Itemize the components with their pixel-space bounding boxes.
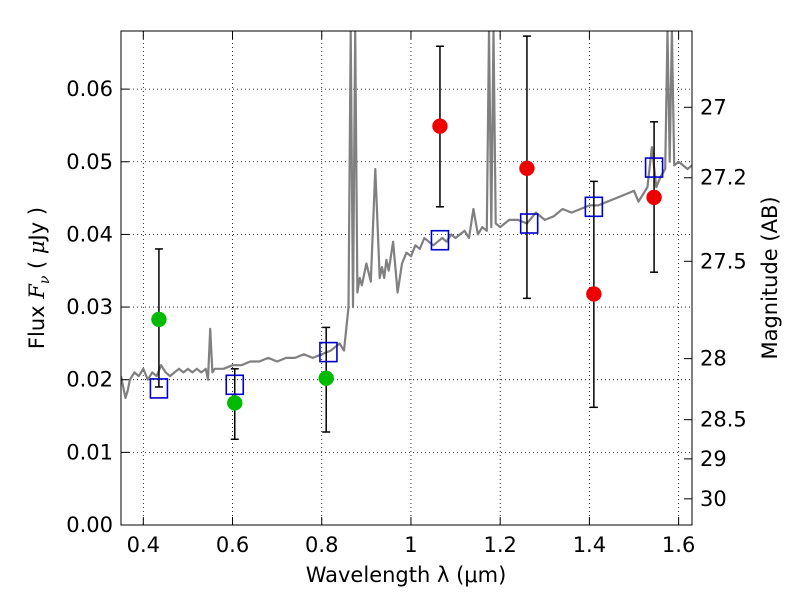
right-tick-label: 27.2 (700, 166, 747, 190)
right-tick-label: 27 (700, 95, 727, 119)
y-tick-label: 0.02 (66, 368, 113, 392)
green-data-point (318, 370, 334, 387)
y-tick-label: 0.06 (66, 77, 113, 101)
x-tick-label: 1 (404, 533, 417, 557)
right-axis-label: Magnitude (AB) (758, 196, 782, 359)
model-square-marker (519, 213, 539, 234)
x-tick-label: 0.8 (305, 533, 338, 557)
x-tick-label: 0.4 (127, 533, 160, 557)
right-tick-label: 28 (700, 347, 727, 371)
model-square-marker (584, 196, 604, 218)
right-tick-label: 27.5 (700, 249, 747, 273)
red-data-point (646, 189, 662, 206)
spectrum-line (121, 31, 692, 399)
plot-background (121, 31, 692, 525)
model-square-marker (430, 229, 450, 251)
data-point-layer (151, 118, 662, 411)
model-square-layer (149, 157, 664, 399)
red-data-point (586, 286, 602, 302)
axis-ticks: 0.4 0.6 0.8 1 1.2 1.4 1.6 0.00 0.01 0.02 0.03 0.04 0… (66, 31, 747, 557)
green-data-point (227, 395, 243, 411)
y-axis-label: Flux Fν ( μJy ) (25, 207, 53, 349)
model-square-marker (225, 374, 245, 396)
model-square-marker (149, 378, 169, 399)
x-tick-label: 1.6 (662, 533, 695, 557)
red-data-point (519, 160, 535, 177)
model-square-marker (319, 341, 338, 363)
right-tick-label: 29 (700, 447, 727, 471)
x-tick-label: 0.6 (216, 533, 249, 557)
model-square-marker (644, 157, 664, 178)
x-tick-label: 1.4 (573, 533, 606, 557)
plot-frame (120, 30, 693, 526)
spectrum-layer (121, 31, 692, 399)
x-axis-label: Wavelength λ (μm) (306, 563, 507, 587)
right-tick-label: 30 (700, 487, 727, 511)
right-tick-label: 28.5 (700, 408, 747, 432)
green-data-point (151, 311, 167, 328)
y-tick-label: 0.05 (66, 150, 113, 174)
y-tick-label: 0.01 (66, 440, 113, 464)
y-tick-label: 0.03 (66, 295, 113, 319)
y-tick-label: 0.00 (66, 513, 113, 537)
red-data-point (432, 118, 448, 134)
y-tick-label: 0.04 (66, 222, 113, 246)
x-tick-label: 1.2 (483, 533, 516, 557)
